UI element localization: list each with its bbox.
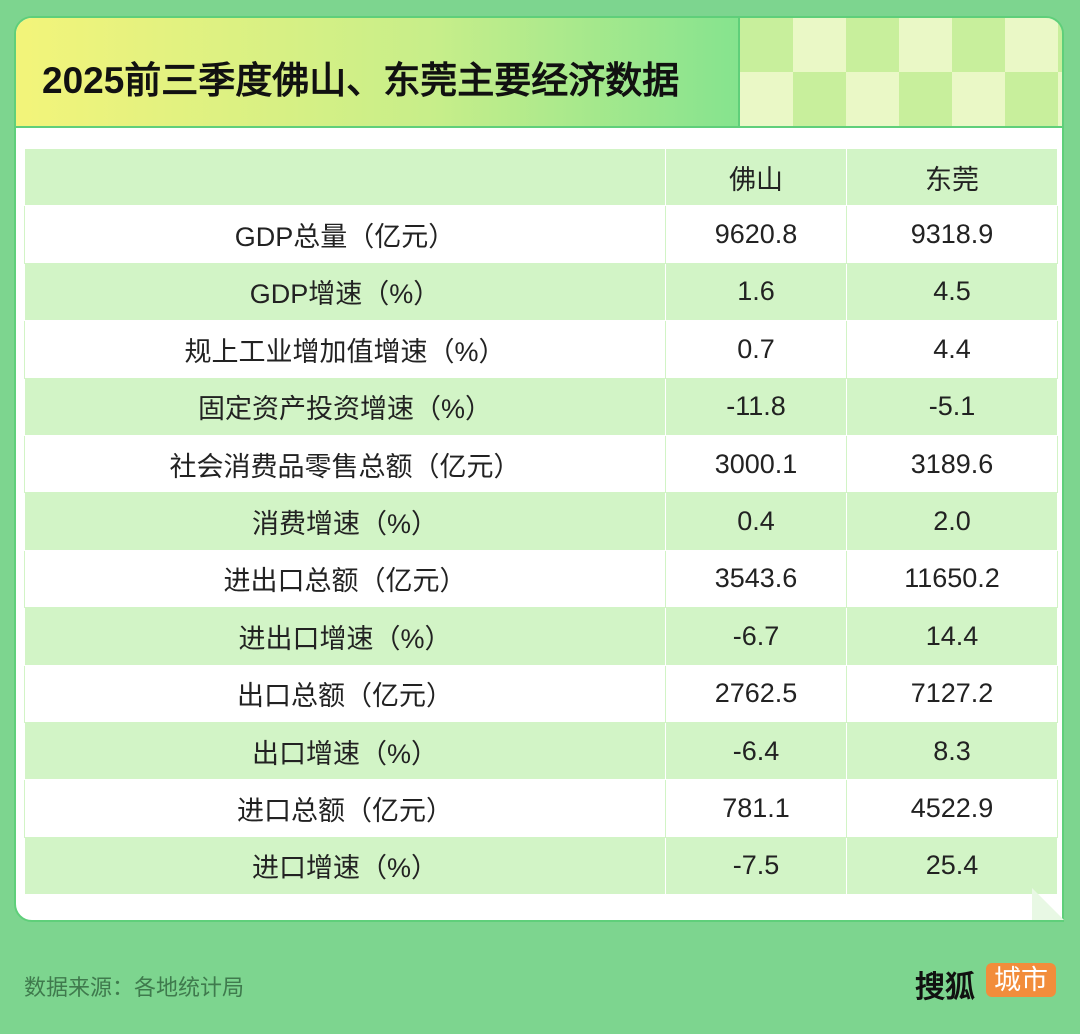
cell: 8.3 bbox=[846, 721, 1058, 781]
cell: 4.5 bbox=[846, 262, 1058, 322]
column-header: 东莞 bbox=[846, 147, 1058, 207]
cell: 2762.5 bbox=[665, 664, 847, 723]
cell: 3000.1 bbox=[665, 434, 847, 494]
row-label: GDP总量（亿元） bbox=[24, 205, 666, 264]
checker-pattern bbox=[738, 18, 1062, 126]
cell: 4522.9 bbox=[846, 779, 1058, 838]
cell: 14.4 bbox=[846, 607, 1058, 666]
row-label: 规上工业增加值增速（%） bbox=[24, 320, 666, 379]
row-label: 进口总额（亿元） bbox=[24, 779, 666, 838]
table-row: GDP增速（%） 1.6 4.5 bbox=[24, 262, 1058, 322]
title: 2025前三季度佛山、东莞主要经济数据 bbox=[42, 60, 680, 101]
cell: -7.5 bbox=[665, 836, 847, 896]
row-label: 进口增速（%） bbox=[24, 836, 666, 896]
cell: 781.1 bbox=[665, 779, 847, 838]
column-header: 佛山 bbox=[665, 147, 847, 207]
table-row: 固定资产投资增速（%） -11.8 -5.1 bbox=[24, 377, 1058, 436]
cell: -6.7 bbox=[665, 607, 847, 666]
cell: 3189.6 bbox=[846, 434, 1058, 494]
cell: 11650.2 bbox=[846, 549, 1058, 609]
cell: 9318.9 bbox=[846, 205, 1058, 264]
cell: 25.4 bbox=[846, 836, 1058, 896]
table-row: 出口总额（亿元） 2762.5 7127.2 bbox=[24, 664, 1058, 723]
row-label: 出口总额（亿元） bbox=[24, 664, 666, 723]
card: 2025前三季度佛山、东莞主要经济数据 佛山 东莞 GDP总量（亿元） 9620.8 9… bbox=[14, 16, 1064, 922]
cell: 1.6 bbox=[665, 262, 847, 322]
table-row: 消费增速（%） 0.4 2.0 bbox=[24, 492, 1058, 551]
table-row: GDP总量（亿元） 9620.8 9318.9 bbox=[24, 205, 1058, 264]
table-row: 进出口增速（%） -6.7 14.4 bbox=[24, 607, 1058, 666]
cell: 2.0 bbox=[846, 492, 1058, 551]
row-label: 固定资产投资增速（%） bbox=[24, 377, 666, 436]
page-fold bbox=[1032, 888, 1064, 920]
cell: -5.1 bbox=[846, 377, 1058, 436]
row-label: 出口增速（%） bbox=[24, 721, 666, 781]
row-label: GDP增速（%） bbox=[24, 262, 666, 322]
cell: 4.4 bbox=[846, 320, 1058, 379]
table-row: 出口增速（%） -6.4 8.3 bbox=[24, 721, 1058, 781]
table-row: 规上工业增加值增速（%） 0.7 4.4 bbox=[24, 320, 1058, 379]
cell: -11.8 bbox=[665, 377, 847, 436]
row-label: 进出口总额（亿元） bbox=[24, 549, 666, 609]
cell: 7127.2 bbox=[846, 664, 1058, 723]
cell: 0.7 bbox=[665, 320, 847, 379]
brand: 搜狐 bbox=[915, 971, 975, 1004]
header-row: 佛山 东莞 bbox=[24, 147, 1058, 207]
row-label: 进出口增速（%） bbox=[24, 607, 666, 666]
source-note: 数据来源：各地统计局 bbox=[24, 975, 245, 1000]
row-label: 社会消费品零售总额（亿元） bbox=[24, 434, 666, 494]
table-row: 进出口总额（亿元） 3543.6 11650.2 bbox=[24, 549, 1058, 609]
data-table: 佛山 东莞 GDP总量（亿元） 9620.8 9318.9 GDP增速（%） 1.6 4.5 规… bbox=[24, 147, 1058, 896]
cell: 9620.8 bbox=[665, 205, 847, 264]
table-row: 进口总额（亿元） 781.1 4522.9 bbox=[24, 779, 1058, 838]
table-row: 社会消费品零售总额（亿元） 3000.1 3189.6 bbox=[24, 434, 1058, 494]
cell: -6.4 bbox=[665, 721, 847, 781]
table-row: 进口增速（%） -7.5 25.4 bbox=[24, 836, 1058, 896]
row-label: 消费增速（%） bbox=[24, 492, 666, 551]
header-band: 2025前三季度佛山、东莞主要经济数据 bbox=[16, 18, 1062, 128]
corner-cell bbox=[24, 147, 666, 207]
cell: 3543.6 bbox=[665, 549, 847, 609]
cell: 0.4 bbox=[665, 492, 847, 551]
brand-tag: 城市 bbox=[986, 963, 1056, 997]
